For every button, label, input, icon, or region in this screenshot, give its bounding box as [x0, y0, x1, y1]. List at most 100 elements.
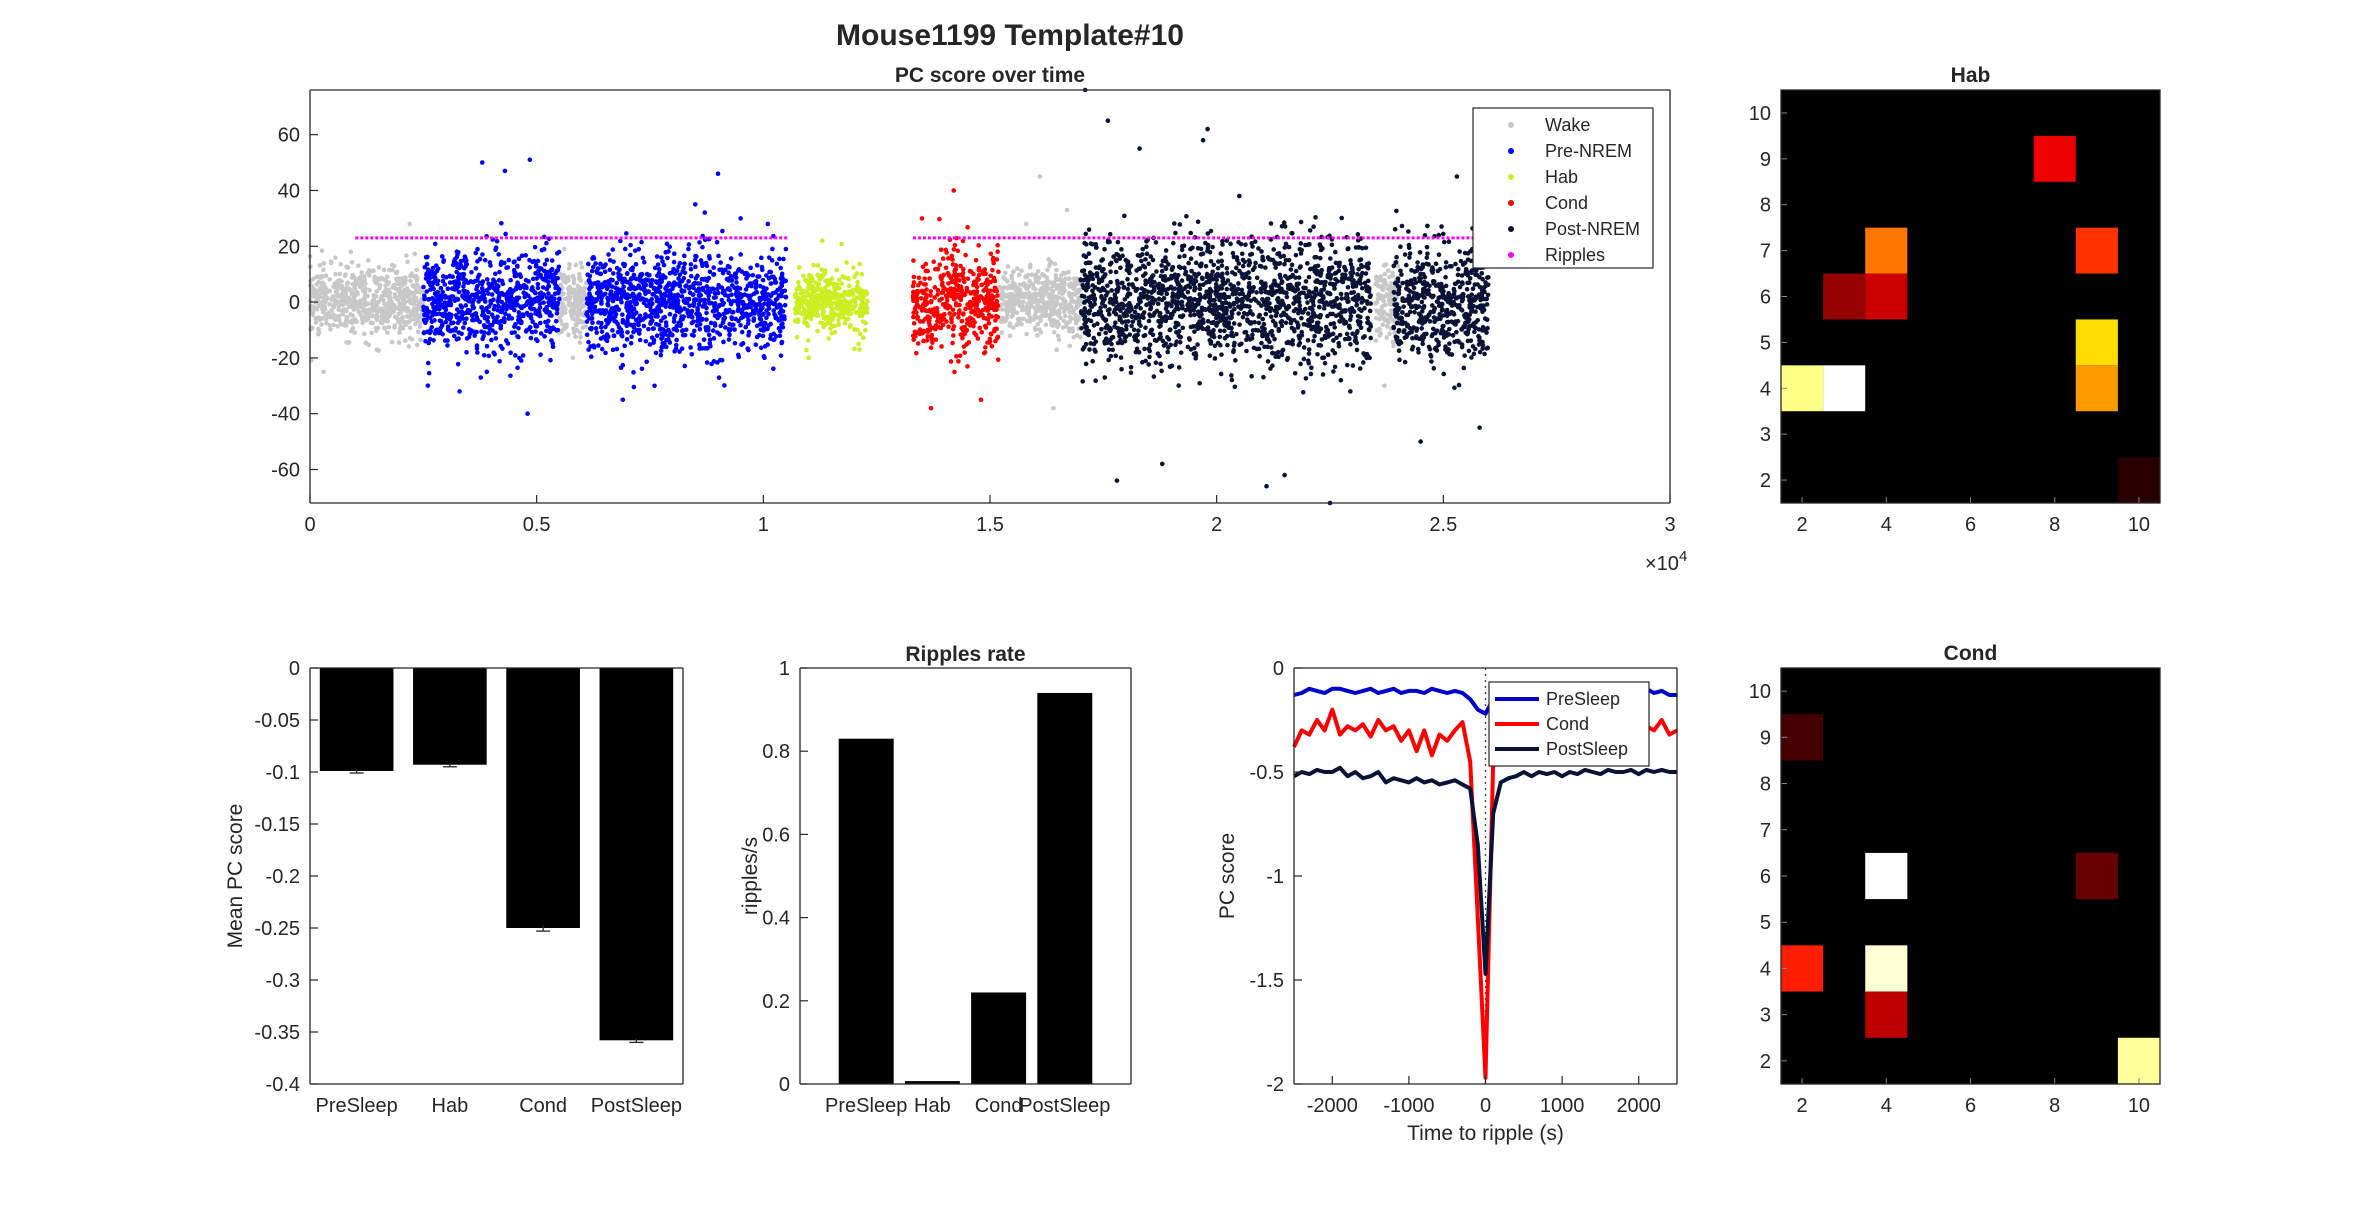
- data-point: [1046, 294, 1052, 300]
- data-point: [813, 299, 819, 304]
- data-point: [454, 284, 460, 290]
- data-point: [650, 292, 655, 297]
- data-point: [704, 290, 709, 295]
- data-point: [711, 301, 717, 307]
- data-point: [473, 250, 479, 256]
- data-point: [496, 303, 501, 309]
- data-point: [440, 289, 445, 295]
- data-point: [352, 317, 358, 323]
- data-point: [402, 338, 408, 344]
- data-point: [956, 272, 962, 278]
- data-point: [703, 325, 708, 330]
- data-point: [976, 243, 981, 248]
- data-point: [823, 278, 828, 284]
- data-point: [614, 346, 620, 352]
- data-point: [1231, 321, 1237, 326]
- data-point: [736, 354, 742, 360]
- data-point: [1077, 301, 1083, 307]
- data-point: [368, 308, 374, 313]
- data-point: [591, 264, 596, 270]
- data-point: [688, 273, 694, 279]
- data-point: [530, 276, 536, 282]
- data-point: [1076, 317, 1082, 322]
- data-point: [933, 308, 939, 314]
- data-point: [479, 286, 485, 291]
- data-point: [629, 334, 634, 339]
- data-point: [475, 317, 480, 323]
- data-point: [558, 271, 563, 277]
- data-point: [841, 311, 846, 316]
- data-point: [856, 341, 861, 347]
- data-point: [683, 327, 689, 333]
- data-point: [729, 278, 735, 283]
- data-point: [553, 318, 559, 324]
- data-point: [316, 279, 321, 285]
- data-point: [434, 327, 440, 333]
- data-point: [842, 297, 847, 303]
- data-point: [1383, 302, 1388, 308]
- data-point: [396, 340, 402, 345]
- data-point: [432, 241, 438, 247]
- data-point: [935, 292, 940, 297]
- data-point: [605, 301, 610, 307]
- data-point: [974, 284, 980, 290]
- data-point: [718, 260, 723, 265]
- data-point: [526, 279, 531, 284]
- data-point: [753, 285, 759, 291]
- data-point: [350, 272, 355, 278]
- data-point: [855, 286, 860, 292]
- data-point: [928, 289, 934, 294]
- data-point: [518, 358, 524, 363]
- data-point: [583, 324, 589, 330]
- data-point: [1263, 265, 1268, 270]
- data-point: [639, 366, 645, 372]
- data-point: [550, 344, 556, 350]
- data-point: [778, 265, 783, 271]
- data-point: [923, 295, 929, 300]
- data-point: [1327, 281, 1333, 286]
- data-point: [1283, 241, 1289, 247]
- data-point: [506, 257, 512, 263]
- data-point: [496, 252, 501, 257]
- data-point: [1239, 287, 1245, 293]
- data-point: [1078, 309, 1084, 314]
- data-point: [540, 285, 546, 290]
- data-point: [1009, 276, 1015, 281]
- data-point: [1312, 255, 1318, 260]
- data-point: [1086, 251, 1092, 256]
- data-point: [643, 338, 649, 344]
- data-point: [1071, 334, 1077, 340]
- data-point: [817, 276, 823, 282]
- data-point: [1355, 272, 1360, 277]
- data-point: [671, 259, 677, 265]
- data-point: [440, 274, 446, 279]
- data-point: [911, 337, 916, 342]
- data-point: [374, 289, 379, 294]
- data-point: [512, 259, 517, 264]
- data-point: [559, 329, 564, 335]
- data-point: [1365, 278, 1371, 284]
- data-point: [1025, 272, 1031, 278]
- data-point: [950, 326, 956, 332]
- data-point: [398, 318, 404, 323]
- data-point: [851, 265, 856, 270]
- data-point: [646, 326, 651, 332]
- data-point: [533, 337, 539, 342]
- data-point: [536, 297, 541, 302]
- data-point: [1172, 221, 1177, 226]
- series-pre-nrem: [421, 157, 789, 417]
- data-point: [913, 350, 919, 356]
- data-point: [1066, 326, 1072, 332]
- data-point: [655, 305, 660, 310]
- data-point: [436, 330, 442, 336]
- data-point: [922, 301, 927, 307]
- data-point: [850, 291, 856, 296]
- data-point: [728, 301, 734, 307]
- data-point: [647, 342, 653, 347]
- data-point: [629, 312, 634, 317]
- data-point: [980, 307, 986, 313]
- data-point: [686, 296, 692, 302]
- data-point: [654, 311, 660, 317]
- data-point: [769, 258, 775, 263]
- data-point: [381, 307, 387, 312]
